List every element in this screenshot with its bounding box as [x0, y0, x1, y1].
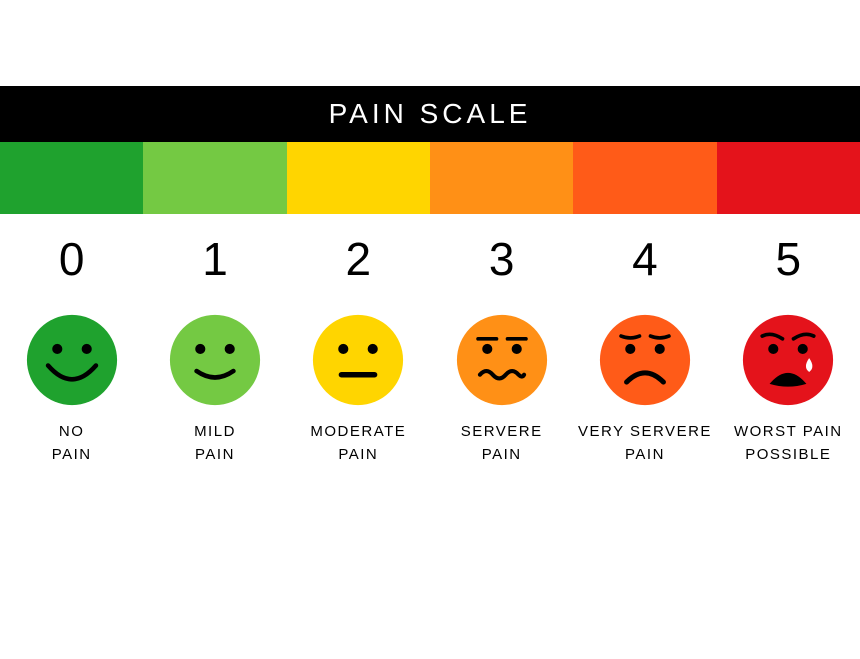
label-cell: WORST PAIN POSSIBLE [717, 420, 860, 467]
title-text: PAIN SCALE [329, 98, 532, 130]
label-cell: NO PAIN [0, 420, 143, 467]
big-smile-face-icon [26, 314, 118, 406]
scale-label: MODERATE PAIN [310, 420, 406, 467]
scale-label: VERY SERVERE PAIN [578, 420, 712, 467]
face-cell [0, 314, 143, 406]
scale-number-cell: 0 [0, 232, 143, 286]
labels-row: NO PAIN MILD PAIN MODERATE PAIN SERVERE PAI… [0, 420, 860, 467]
label-cell: VERY SERVERE PAIN [573, 420, 716, 467]
face-cell [287, 314, 430, 406]
face-cell [573, 314, 716, 406]
scale-number: 1 [202, 232, 228, 286]
scale-number-cell: 1 [143, 232, 286, 286]
scale-number: 0 [59, 232, 85, 286]
face-cell [143, 314, 286, 406]
face-cell [717, 314, 860, 406]
title-bar: PAIN SCALE [0, 86, 860, 142]
faces-row [0, 314, 860, 406]
label-cell: MILD PAIN [143, 420, 286, 467]
color-segment [0, 142, 143, 214]
scale-number: 4 [632, 232, 658, 286]
color-segment [717, 142, 860, 214]
scale-number: 3 [489, 232, 515, 286]
face-cell [430, 314, 573, 406]
smile-face-icon [169, 314, 261, 406]
scale-number-cell: 5 [717, 232, 860, 286]
scale-label: NO PAIN [52, 420, 92, 467]
scale-number-cell: 3 [430, 232, 573, 286]
scale-label: SERVERE PAIN [461, 420, 543, 467]
scale-number-cell: 2 [287, 232, 430, 286]
wavy-face-icon [456, 314, 548, 406]
scale-number-cell: 4 [573, 232, 716, 286]
color-segment [143, 142, 286, 214]
color-band [0, 142, 860, 214]
scale-label: MILD PAIN [194, 420, 236, 467]
label-cell: MODERATE PAIN [287, 420, 430, 467]
color-segment [430, 142, 573, 214]
scale-label: WORST PAIN POSSIBLE [734, 420, 843, 467]
numbers-row: 0 1 2 3 4 5 [0, 232, 860, 286]
neutral-face-icon [312, 314, 404, 406]
scale-number: 5 [776, 232, 802, 286]
cry-face-icon [742, 314, 834, 406]
color-segment [287, 142, 430, 214]
color-segment [573, 142, 716, 214]
frown-face-icon [599, 314, 691, 406]
scale-number: 2 [346, 232, 372, 286]
label-cell: SERVERE PAIN [430, 420, 573, 467]
